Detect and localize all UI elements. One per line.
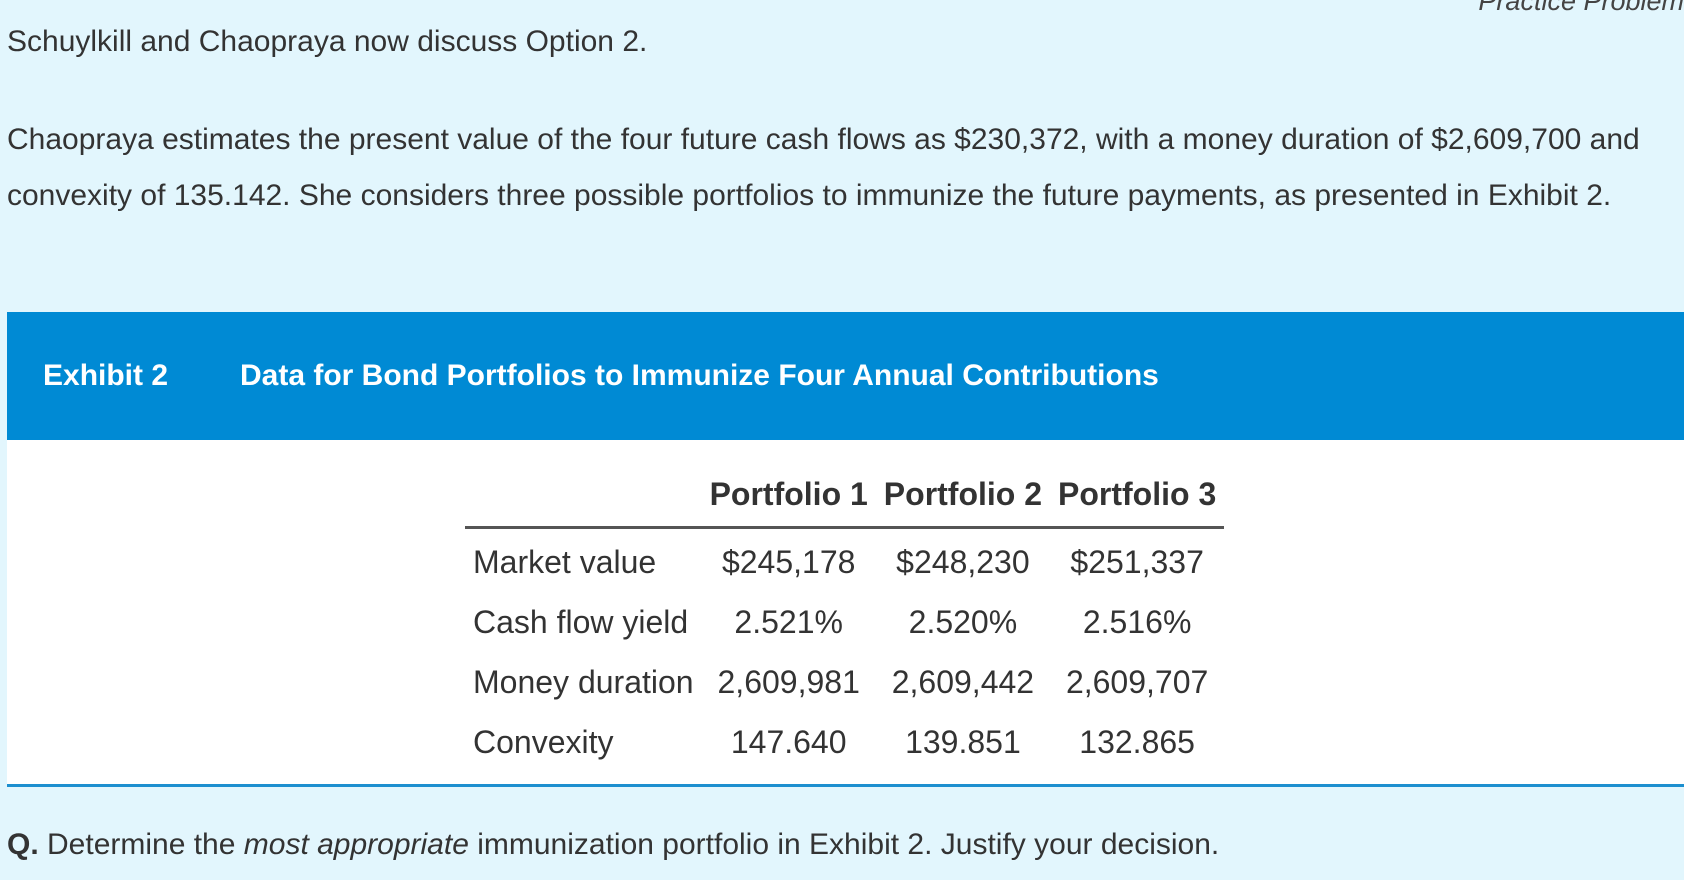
exhibit-panel: Exhibit 2 Data for Bond Portfolios to Im… [7,312,1684,787]
table-row: Money duration 2,609,981 2,609,442 2,609… [465,652,1224,712]
table-cell: 2.521% [734,603,843,640]
row-label-convexity: Convexity [473,723,614,760]
table-cell: 2.520% [908,603,1018,640]
exhibit-header: Exhibit 2 Data for Bond Portfolios to Im… [7,312,1684,440]
exhibit-title: Data for Bond Portfolios to Immunize Fou… [240,359,1159,392]
table-cell: 2,609,442 [891,663,1035,700]
table-cell: 2,609,981 [717,663,860,700]
table-header-portfolio-3: Portfolio 3 [1050,475,1225,529]
table-header-portfolio-1: Portfolio 1 [701,475,876,529]
table-header-row: Portfolio 1 Portfolio 2 Portfolio 3 [465,475,1225,529]
table-header-portfolio-2: Portfolio 2 [875,475,1051,529]
row-label-market-value: Market value [473,543,657,580]
table-row: Cash flow yield 2.521% 2.520% 2.516% [465,592,1224,652]
question-text: Q. Determine the most appropriate immuni… [7,825,1219,865]
table-cell: $248,230 [896,543,1030,580]
table-cell: 139.851 [905,723,1021,760]
question-prefix: Q. [7,828,39,861]
table-cell: 147.640 [730,723,847,760]
table-header-blank [465,475,702,529]
exhibit-label: Exhibit 2 [43,359,169,392]
table-cell: $245,178 [721,543,856,580]
table-cell: $251,337 [1070,543,1204,580]
table-cell: 2.516% [1082,603,1192,640]
intro-text: Schuylkill and Chaopraya now discuss Opt… [7,25,648,58]
portfolio-table: Portfolio 1 Portfolio 2 Portfolio 3 Mark… [465,475,1225,772]
row-label-cash-flow-yield: Cash flow yield [473,603,689,640]
page-header-title: Practice Problem [1478,0,1684,16]
question-after: immunization portfolio in Exhibit 2. Jus… [468,828,1220,861]
table-row: Convexity 147.640 139.851 132.865 [465,712,1224,772]
question-before: Determine the [38,828,244,861]
row-label-money-duration: Money duration [473,663,694,700]
table-cell: 132.865 [1079,723,1195,760]
table-cell: 2,609,707 [1065,663,1209,700]
table-row: Market value $245,178 $248,230 $251,337 [465,528,1224,593]
question-emphasis: most appropriate [243,828,469,861]
scenario-paragraph: Chaopraya estimates the present value of… [7,123,1640,212]
